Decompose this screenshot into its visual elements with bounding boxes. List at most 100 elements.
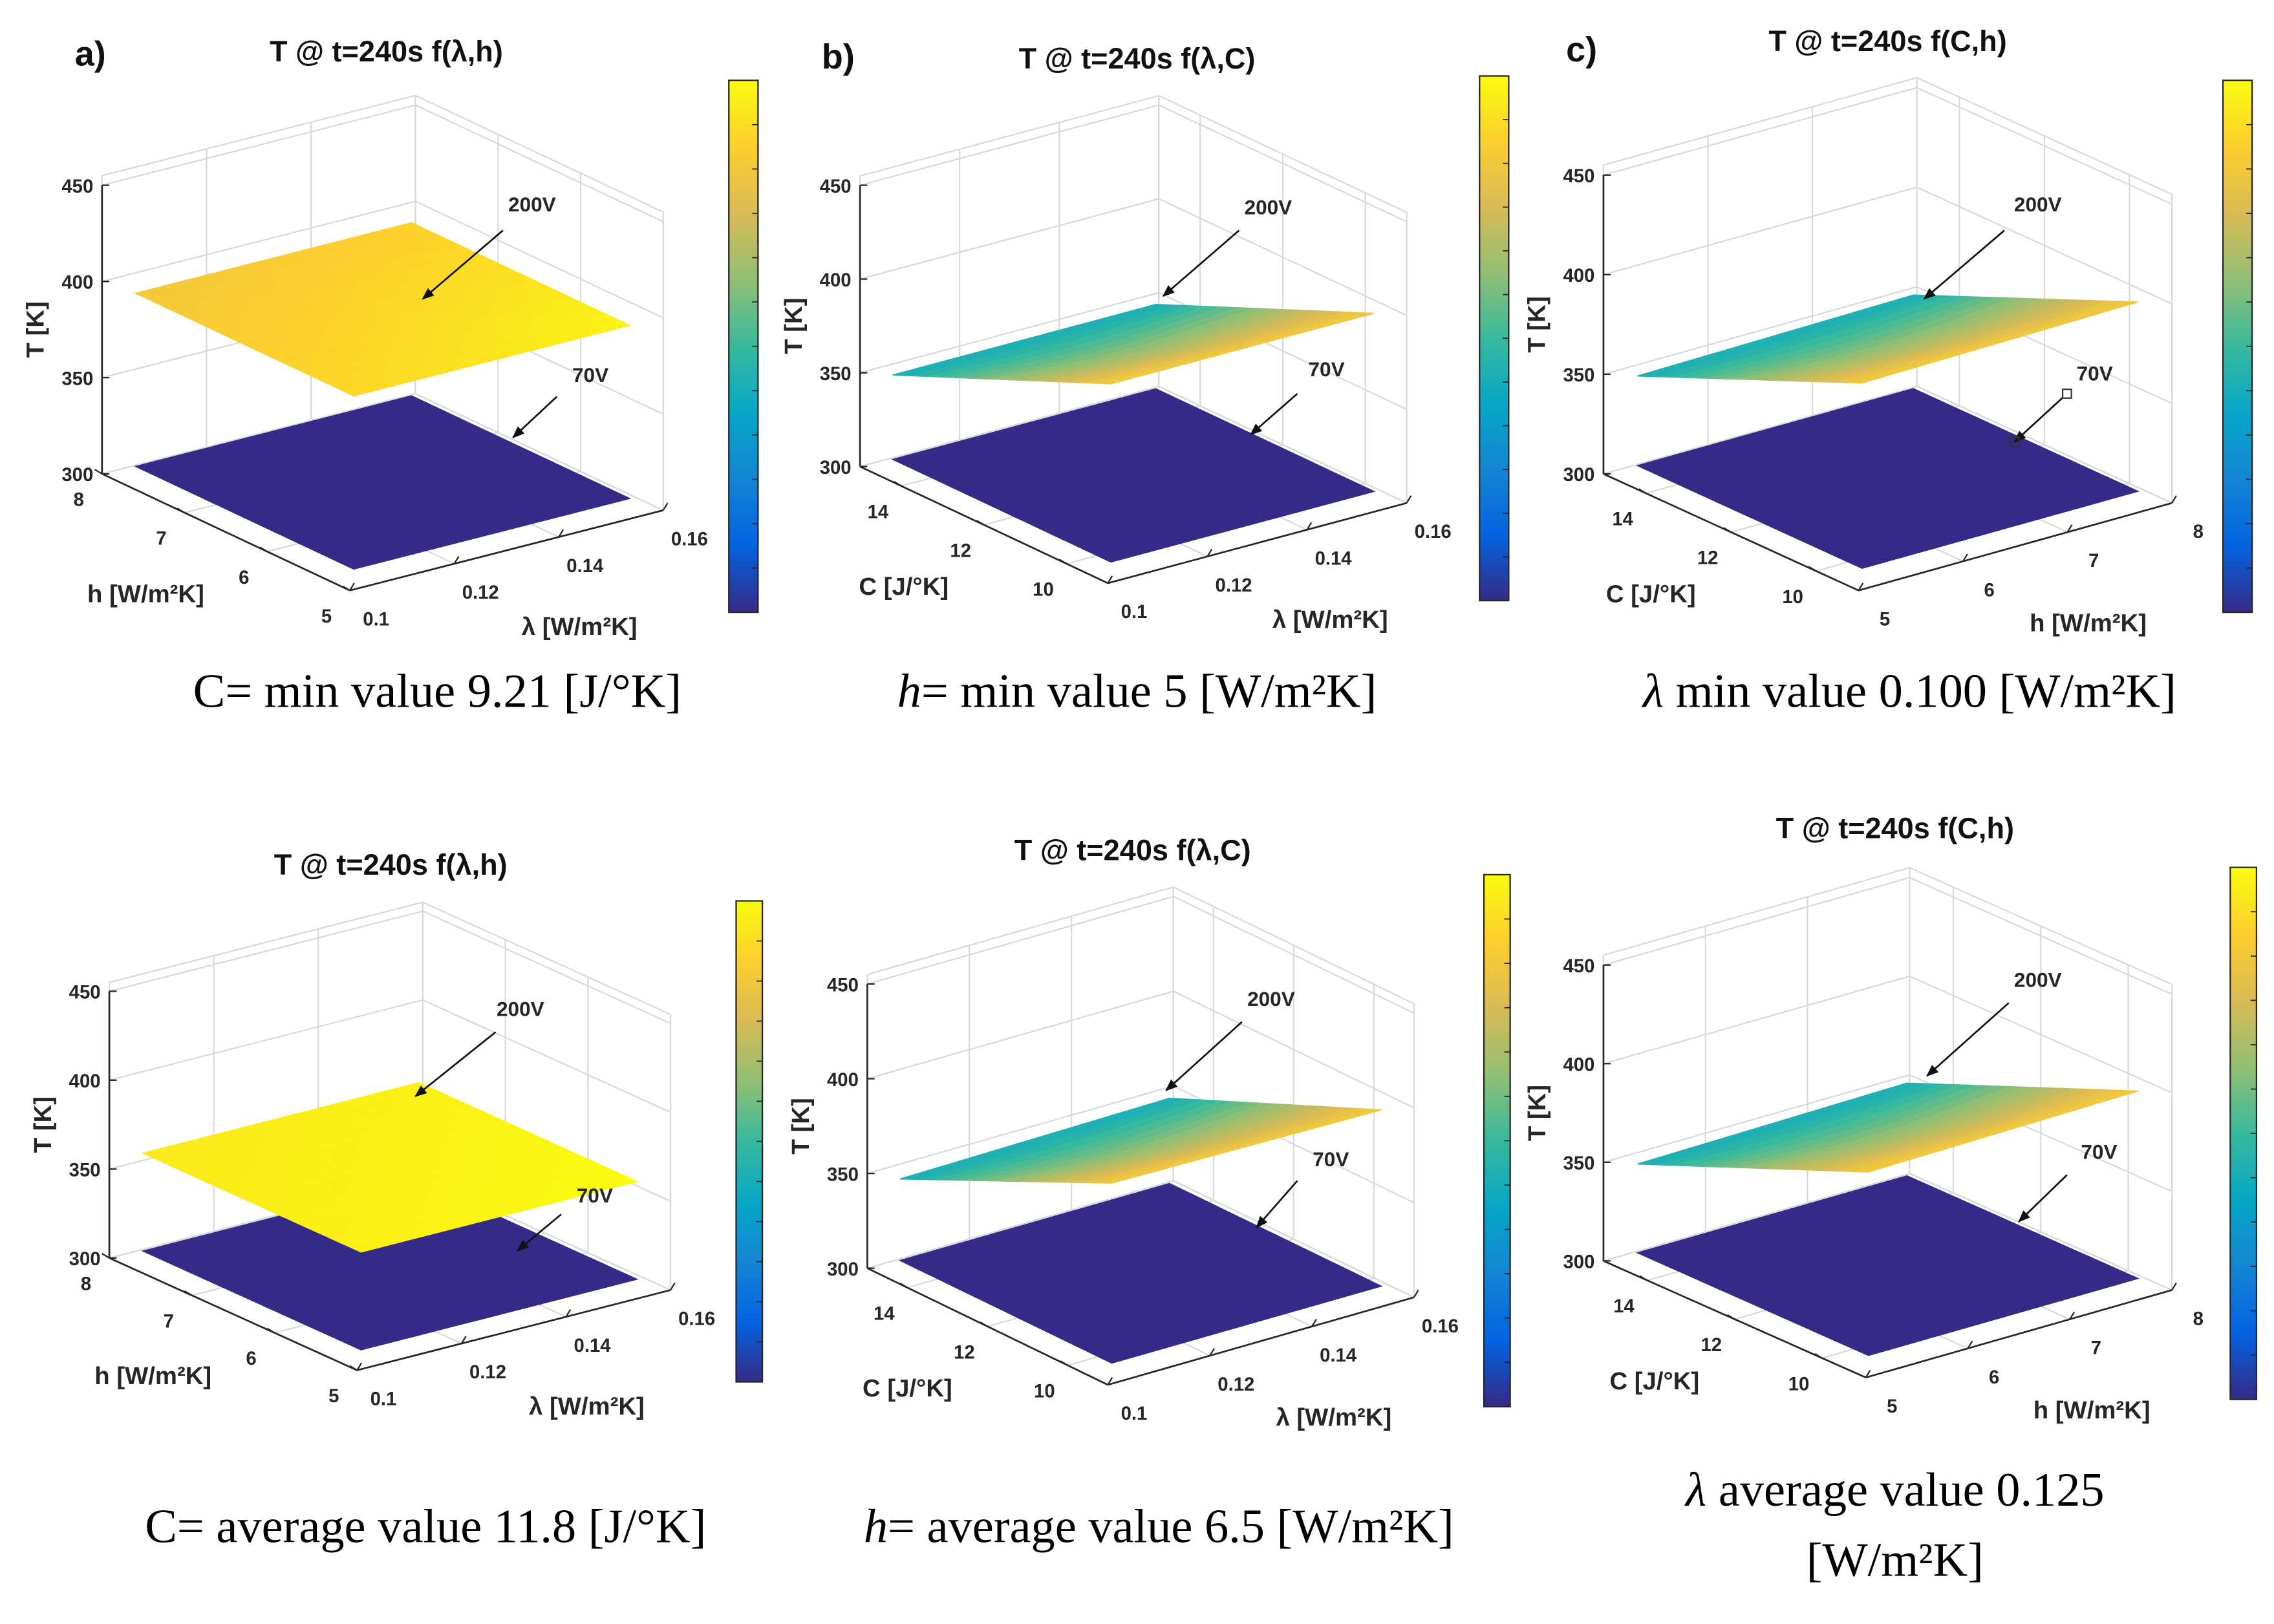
u-tick-label: 0.14 [1315, 548, 1353, 569]
z-tick-label: 450 [827, 974, 859, 996]
annotation-arrow [516, 1213, 562, 1252]
v-tick-label: 14 [868, 501, 889, 522]
z-axis-label: T [K] [22, 301, 50, 358]
u-tick-label: 0.16 [1415, 521, 1452, 542]
panel-caption: λ min value 0.100 [W/m²K] [1642, 665, 2176, 718]
z-tick-label: 450 [1563, 956, 1595, 977]
surface-200V [134, 222, 632, 397]
u-tick [2066, 524, 2073, 533]
annotation-arrow [414, 1031, 497, 1097]
u-tick-label: 5 [1887, 1396, 1897, 1417]
u-tick [1865, 1369, 1871, 1378]
z-tick-label: 350 [1563, 365, 1595, 386]
z-tick-label: 350 [1563, 1153, 1595, 1174]
annotation-arrow [2018, 1174, 2068, 1223]
surface-70V [898, 1182, 1383, 1364]
v-axis-label: C [J/°K] [863, 1374, 952, 1402]
u-tick-label: 0.12 [462, 582, 499, 603]
u-tick [460, 1336, 467, 1344]
annotation-handle [2061, 389, 2072, 399]
panel-letter: c) [1566, 30, 1597, 69]
u-tick [356, 1362, 363, 1371]
wall-gridline [1603, 877, 1910, 966]
surface-annotation-70V: 70V [577, 1184, 613, 1207]
surface-70V [134, 395, 632, 570]
v-tick [899, 1282, 908, 1288]
u-axis-label: λ [W/m²K] [522, 613, 638, 641]
panel-5: 300 350 400 450 10 12 14 0.1 0.12 0.14 0.16 T [K] C … [787, 833, 1511, 1553]
v-tick [342, 585, 350, 592]
v-tick-label: 10 [1033, 579, 1054, 601]
z-tick-label: 350 [827, 1164, 859, 1185]
u-tick-label: 0.16 [1422, 1316, 1459, 1337]
surface-annotation-70V: 70V [1313, 1148, 1349, 1171]
caption-variable: λ [1684, 1464, 1706, 1517]
u-axis [1858, 502, 2172, 592]
u-tick-label: 0.12 [1217, 1374, 1254, 1395]
box-edge [859, 94, 1159, 177]
annotation-arrow [1926, 1002, 2010, 1077]
panel-caption: h= min value 5 [W/m²K] [897, 665, 1377, 718]
caption-text: = average value 11.8 [J/°K] [177, 1500, 707, 1553]
panel-letter: b) [822, 37, 855, 76]
wall-gridline [1603, 975, 1910, 1065]
wall-gridline [102, 104, 416, 186]
v-tick [1726, 1314, 1735, 1320]
box-edge [1916, 77, 2172, 195]
panel-title: T @ t=240s f(λ,h) [270, 35, 503, 68]
v-tick [259, 546, 268, 553]
u-tick [453, 556, 460, 564]
surface-patch [1885, 1175, 1925, 1190]
surface-patch [390, 395, 429, 409]
wall-gridline [109, 999, 424, 1081]
z-axis-label: T [K] [29, 1096, 57, 1153]
v-tick [184, 1290, 193, 1296]
u-tick [1962, 553, 1968, 562]
caption-variable: λ [1642, 665, 1664, 718]
wall-gridline [859, 104, 1159, 186]
u-tick [2171, 495, 2177, 504]
v-tick [94, 469, 103, 475]
u-tick-label: 0.16 [671, 528, 708, 550]
caption-text: min value 0.100 [W/m²K] [1664, 665, 2176, 718]
v-tick [980, 1321, 988, 1327]
v-axis [102, 473, 350, 592]
panel-title: T @ t=240s f(C,h) [1776, 812, 2014, 845]
floor-gridline [102, 392, 416, 475]
z-tick-label: 400 [69, 1071, 101, 1092]
wall-gridline [867, 1085, 1174, 1175]
u-axis [1865, 1289, 2172, 1379]
caption-text: = min value 5 [W/m²K] [921, 665, 1377, 718]
surface-patch [1148, 1182, 1186, 1197]
floor-gridline [415, 392, 664, 511]
wall-gridline [867, 895, 1174, 985]
wall-gridline [1603, 186, 1917, 275]
annotation-arrow [422, 230, 504, 300]
surface-70V [141, 1180, 639, 1351]
u-tick-label: 5 [1880, 608, 1890, 630]
u-axis-label: h [W/m²K] [2030, 609, 2147, 637]
u-tick [349, 582, 355, 591]
u-tick [1306, 522, 1313, 530]
surface-patch [1887, 1082, 1924, 1091]
annotation-arrow [512, 396, 558, 438]
caption-variable: C [193, 665, 226, 718]
box-edge [1603, 77, 1917, 166]
u-tick-label: 0.14 [574, 1335, 612, 1356]
wall-gridline [109, 910, 424, 992]
z-tick-label: 300 [61, 464, 93, 486]
z-tick-label: 350 [69, 1160, 101, 1181]
z-tick-label: 350 [820, 363, 852, 385]
wall-gridline [1603, 1074, 1910, 1163]
box-edge [1158, 95, 1408, 213]
panel-caption: C= average value 11.8 [J/°K] [145, 1500, 706, 1553]
panel-caption: h= average value 6.5 [W/m²K] [864, 1500, 1454, 1553]
caption-text: = average value 6.5 [W/m²K] [888, 1500, 1454, 1553]
caption-variable: h [897, 665, 921, 718]
v-tick-label: 14 [1612, 509, 1633, 530]
z-tick-label: 400 [827, 1069, 859, 1091]
u-tick [1858, 582, 1864, 591]
surface-patch [390, 222, 429, 236]
surface-annotation-70V: 70V [572, 363, 608, 387]
